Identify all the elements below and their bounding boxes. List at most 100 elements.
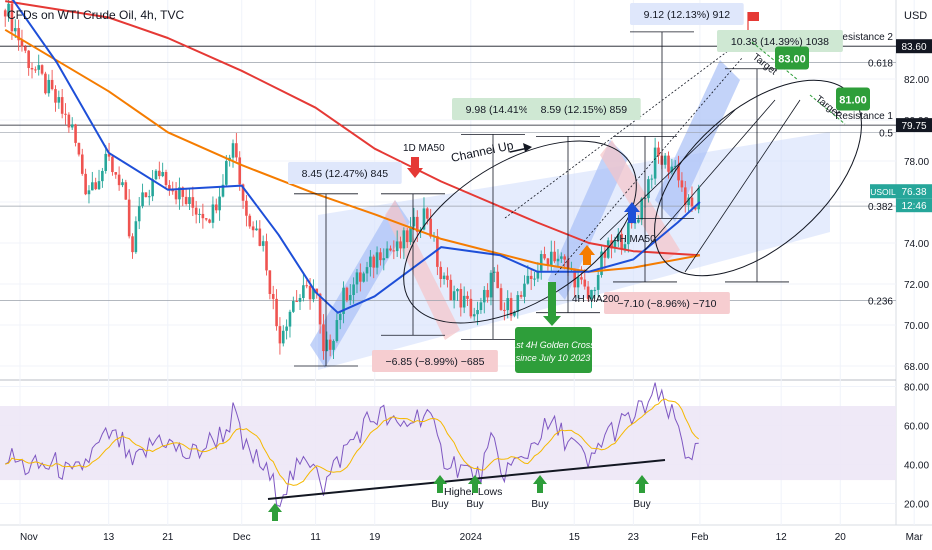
candle-body xyxy=(238,157,242,185)
candle-body xyxy=(121,182,124,186)
buy-signal-arrow xyxy=(635,475,649,493)
candle-body xyxy=(70,124,74,128)
time-tick-label: 15 xyxy=(569,532,581,543)
candle-body xyxy=(261,241,265,246)
candle-body xyxy=(80,154,84,174)
candle-body xyxy=(657,147,660,156)
time-tick-label: Dec xyxy=(233,532,251,543)
candle-body xyxy=(335,320,339,341)
candle-body xyxy=(399,241,402,249)
golden-cross-box xyxy=(515,327,592,373)
price-axis-tag xyxy=(896,118,932,133)
fib-label: 0.5 xyxy=(879,128,893,139)
candle-body xyxy=(499,288,503,310)
moving-averages xyxy=(4,0,701,314)
candle-body xyxy=(134,221,138,253)
candle-body xyxy=(415,216,419,232)
candle-body xyxy=(245,200,248,216)
candle-body xyxy=(663,155,667,165)
candle-body xyxy=(154,170,158,180)
candle-body xyxy=(94,182,97,190)
candle-body xyxy=(506,298,510,311)
candle-body xyxy=(452,291,456,301)
candle-body xyxy=(292,301,295,312)
candle-body xyxy=(171,190,175,192)
time-tick-label: 2024 xyxy=(460,532,483,543)
candle-body xyxy=(325,339,329,352)
candle-body xyxy=(456,288,459,292)
price-axis-tag xyxy=(896,39,932,54)
price-axis-tag xyxy=(896,184,932,199)
candle-body xyxy=(174,190,178,200)
candle-body xyxy=(318,293,322,325)
candle-body xyxy=(392,250,396,252)
candle-body xyxy=(268,270,272,294)
candle-body xyxy=(348,295,352,301)
buy-signal-arrow xyxy=(268,503,282,521)
candle-body xyxy=(543,254,546,259)
candle-body xyxy=(265,241,268,271)
price-tick-label: 68.00 xyxy=(904,362,929,373)
candle-body xyxy=(288,311,292,327)
candle-body xyxy=(281,330,285,344)
candle-body xyxy=(225,160,228,185)
candle-body xyxy=(560,256,563,259)
candle-body xyxy=(536,270,540,279)
golden-cross-line1: 1st 4H Golden Cross xyxy=(511,340,595,350)
candle-body xyxy=(315,288,319,294)
resistance-label: Resistance 2 xyxy=(835,32,893,43)
measure-label-box xyxy=(630,3,744,25)
ma50-4h-line xyxy=(11,0,701,314)
price-axis-tag-label: 12:46 xyxy=(901,201,926,212)
candle-body xyxy=(486,289,489,298)
target-box xyxy=(836,87,870,111)
candle-body xyxy=(27,50,30,68)
time-tick-label: 12 xyxy=(776,532,788,543)
candle-body xyxy=(580,277,583,280)
candle-body xyxy=(20,40,24,47)
rsi-band xyxy=(0,406,896,481)
measure-label-box xyxy=(717,30,843,52)
candle-body xyxy=(342,287,345,314)
candle-body xyxy=(181,187,185,197)
candle-body xyxy=(77,142,81,155)
candle-body xyxy=(446,275,449,280)
candle-body xyxy=(369,256,372,268)
candle-body xyxy=(546,258,550,266)
candle-body xyxy=(653,147,657,179)
axes: 68.0070.0072.0074.0076.0078.0080.0082.00… xyxy=(20,39,932,543)
measure-label: 9.12 (12.13%) 912 xyxy=(644,9,731,21)
candle-body xyxy=(620,233,623,250)
candle-body xyxy=(271,293,275,299)
candle-body xyxy=(687,197,690,206)
candle-body xyxy=(204,218,208,220)
candle-body xyxy=(596,275,600,290)
rsi-tick-label: 20.00 xyxy=(904,500,929,511)
candle-body xyxy=(586,286,590,299)
candle-body xyxy=(184,196,188,204)
candle-body xyxy=(459,288,463,308)
candle-body xyxy=(412,216,416,227)
projection-line xyxy=(599,109,736,241)
candle-body xyxy=(426,208,429,219)
candle-body xyxy=(382,258,386,261)
candle-body xyxy=(395,241,399,252)
candle-body xyxy=(158,170,161,177)
candle-body xyxy=(104,153,108,171)
candle-body xyxy=(91,182,94,191)
candle-body xyxy=(248,215,252,227)
candle-body xyxy=(523,283,526,297)
ma200-4h-arrow xyxy=(579,245,595,265)
candle-body xyxy=(385,248,389,259)
ma50-4h-label: 4H MA50 xyxy=(614,234,656,245)
ma50-1d-label: 1D MA50 xyxy=(403,143,445,154)
candle-body xyxy=(285,326,288,331)
price-axis-tag-label: USOIL xyxy=(870,187,896,197)
candle-body xyxy=(322,324,325,352)
candle-body xyxy=(556,258,560,262)
candle-body xyxy=(17,28,20,41)
candle-body xyxy=(355,272,359,285)
